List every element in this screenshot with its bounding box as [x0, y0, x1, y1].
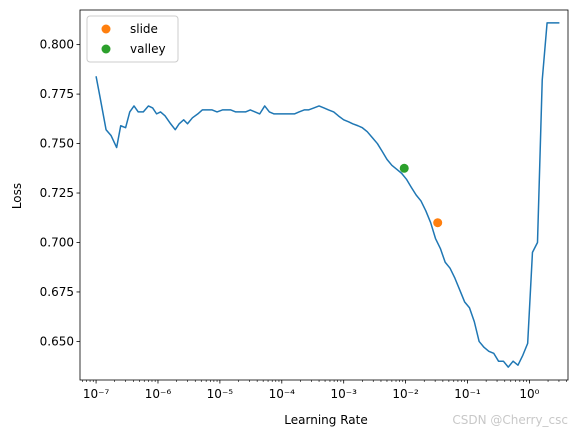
legend-label-valley: valley — [130, 42, 166, 56]
y-tick-label: 0.725 — [40, 186, 74, 200]
x-tick-label: 10⁻⁶ — [145, 387, 172, 401]
legend: slide valley — [86, 15, 179, 63]
slide-marker — [433, 218, 443, 228]
plot-area — [95, 22, 560, 368]
x-tick-label: 10⁻⁵ — [207, 387, 234, 401]
x-axis-label: Learning Rate — [284, 413, 367, 427]
legend-label-slide: slide — [130, 22, 158, 36]
x-tick-label: 10⁻³ — [330, 387, 357, 401]
axes-frame — [79, 9, 569, 381]
series-line-0 — [95, 22, 560, 368]
x-tick-label: 10⁻¹ — [454, 387, 481, 401]
axes: 0.650 0.675 0.700 0.725 0.750 0.775 0.800 10⁻⁷ 1… — [40, 9, 569, 401]
x-tick-label: 10⁻⁷ — [83, 387, 110, 401]
y-tick-label: 0.750 — [40, 137, 74, 151]
y-tick-label: 0.650 — [40, 334, 74, 348]
y-tick-label: 0.775 — [40, 87, 74, 101]
y-axis-label: Loss — [10, 183, 24, 209]
y-tick-label: 0.800 — [40, 38, 74, 52]
legend-marker-valley — [101, 44, 111, 54]
x-tick-label: 10⁻² — [392, 387, 419, 401]
watermark-text: CSDN @Cherry_csc — [452, 413, 568, 427]
x-tick-label: 10⁰ — [519, 387, 539, 401]
x-tick-label: 10⁻⁴ — [269, 387, 296, 401]
legend-marker-slide — [101, 24, 111, 34]
valley-marker — [399, 163, 409, 173]
y-tick-label: 0.675 — [40, 285, 74, 299]
y-tick-label: 0.700 — [40, 235, 74, 249]
